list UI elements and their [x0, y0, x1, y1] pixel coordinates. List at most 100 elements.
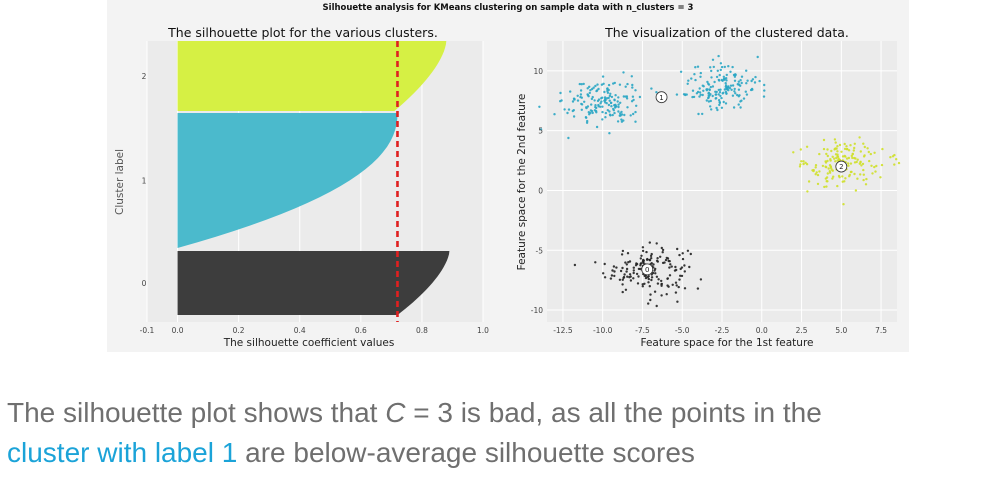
scatter-x-tick-label: 7.5: [875, 326, 887, 335]
scatter-point: [739, 79, 742, 82]
scatter-point: [756, 55, 759, 59]
cluster-center-label: 0: [645, 266, 649, 274]
scatter-point: [714, 93, 717, 96]
scatter-point: [858, 162, 861, 165]
scatter-point: [693, 73, 696, 76]
caption-text-pre: The silhouette plot shows that: [7, 397, 386, 428]
scatter-point: [727, 89, 730, 92]
scatter-point: [825, 152, 828, 156]
scatter-point: [605, 102, 608, 105]
scatter-point: [647, 302, 650, 305]
scatter-point: [714, 90, 717, 94]
scatter-point: [655, 275, 659, 278]
scatter-point: [699, 278, 703, 281]
scatter-point: [826, 159, 829, 163]
scatter-point: [580, 102, 583, 106]
scatter-point: [609, 92, 612, 96]
scatter-point: [625, 270, 628, 273]
scatter-point: [680, 274, 684, 278]
scatter-point: [727, 65, 730, 68]
scatter-point: [800, 160, 803, 163]
scatter-point: [622, 95, 625, 98]
scatter-point: [701, 112, 704, 116]
figure-suptitle: Silhouette analysis for KMeans clusterin…: [323, 3, 694, 13]
scatter-point: [717, 99, 721, 102]
scatter-point: [604, 111, 608, 115]
scatter-point: [762, 95, 766, 98]
scatter-point: [849, 170, 853, 174]
scatter-point: [832, 175, 835, 178]
silhouette-y-tick-label: 2: [142, 72, 147, 81]
scatter-point: [631, 83, 634, 87]
silhouette-title: The silhouette plot for the various clus…: [167, 25, 438, 40]
scatter-point: [620, 118, 623, 121]
scatter-point: [657, 278, 660, 281]
scatter-point: [699, 75, 702, 79]
scatter-point: [632, 277, 635, 280]
scatter-point: [873, 165, 876, 169]
silhouette-ylabel: Cluster label: [114, 149, 126, 215]
scatter-point: [583, 100, 586, 104]
scatter-point: [674, 291, 678, 294]
scatter-point: [694, 78, 697, 82]
scatter-point: [897, 161, 901, 165]
scatter-point: [626, 106, 629, 109]
silhouette-cluster-2: [177, 41, 447, 111]
scatter-point: [621, 278, 624, 281]
scatter-point: [754, 75, 757, 79]
scatter-point: [879, 176, 882, 179]
scatter-point: [606, 91, 610, 95]
silhouette-x-tick-label: 0.6: [355, 326, 367, 335]
scatter-point: [597, 103, 600, 107]
scatter-point: [605, 97, 609, 100]
scatter-point: [596, 99, 600, 103]
scatter-point: [849, 162, 853, 165]
scatter-point: [683, 270, 686, 273]
silhouette-y-tick-label: 1: [142, 177, 147, 186]
scatter-point: [831, 177, 834, 180]
scatter-point: [590, 109, 594, 113]
scatter-point: [731, 84, 735, 87]
scatter-point: [622, 276, 625, 280]
scatter-point: [845, 145, 848, 148]
scatter-point: [579, 89, 583, 92]
scatter-point: [868, 159, 871, 163]
scatter-point: [621, 266, 624, 270]
scatter-point: [601, 105, 604, 108]
scatter-point: [853, 172, 856, 176]
cluster-center-label: 2: [839, 163, 843, 171]
scatter-point: [710, 76, 713, 79]
scatter-point: [798, 165, 802, 168]
scatter-point: [691, 95, 694, 99]
scatter-point: [853, 161, 857, 164]
scatter-point: [811, 169, 814, 172]
scatter-point: [822, 147, 826, 151]
scatter-point: [698, 91, 702, 94]
scatter-point: [750, 79, 753, 83]
scatter-point: [805, 163, 809, 166]
scatter-point: [676, 247, 679, 251]
scatter-point: [733, 73, 736, 77]
scatter-point: [864, 183, 868, 186]
scatter-point: [644, 276, 648, 280]
scatter-point: [853, 142, 856, 145]
scatter-point: [862, 178, 865, 182]
scatter-point: [601, 75, 605, 78]
scatter-point: [725, 92, 728, 95]
scatter-point: [572, 115, 576, 118]
scatter-point: [608, 113, 612, 116]
scatter-point: [874, 170, 877, 173]
scatter-point: [739, 106, 742, 109]
scatter-point: [719, 94, 722, 98]
scatter-point: [637, 267, 641, 271]
scatter-point: [730, 88, 733, 92]
scatter-point: [826, 172, 829, 175]
scatter-point: [727, 85, 730, 89]
scatter-point: [862, 173, 865, 176]
scatter-point: [660, 246, 663, 250]
scatter-plot: The visualization of the clustered data.…: [516, 25, 901, 349]
scatter-x-tick-label: 0.0: [756, 326, 768, 335]
scatter-point: [865, 177, 868, 181]
scatter-point: [828, 171, 832, 174]
scatter-point: [624, 288, 628, 291]
